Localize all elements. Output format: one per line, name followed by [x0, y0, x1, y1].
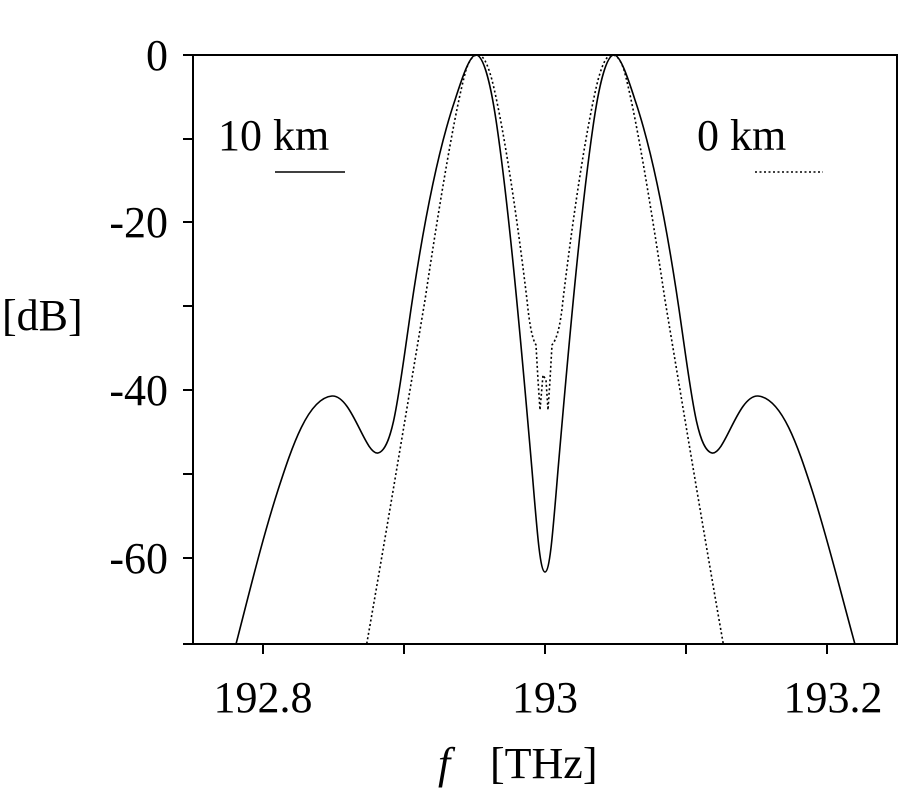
y-tick-label-neg20: -20: [109, 198, 168, 247]
x-axis-label-unit: [THz]: [490, 739, 598, 788]
x-axis-label-var: f: [438, 739, 456, 788]
series-0km-curve: [365, 55, 725, 644]
x-tick-label-193: 193: [512, 673, 578, 722]
y-tick-label-0: 0: [146, 31, 168, 80]
y-axis-label: [dB]: [2, 291, 83, 340]
y-axis-ticks: [183, 54, 193, 645]
legend-label-0km: 0 km: [697, 111, 786, 160]
series-10km-curve: [235, 55, 856, 644]
x-axis-ticks: [262, 644, 828, 654]
x-tick-label-193-2: 193.2: [784, 673, 883, 722]
legend-label-10km: 10 km: [218, 111, 329, 160]
y-tick-label-neg40: -40: [109, 366, 168, 415]
x-tick-label-192-8: 192.8: [214, 673, 313, 722]
y-tick-label-neg60: -60: [109, 534, 168, 583]
